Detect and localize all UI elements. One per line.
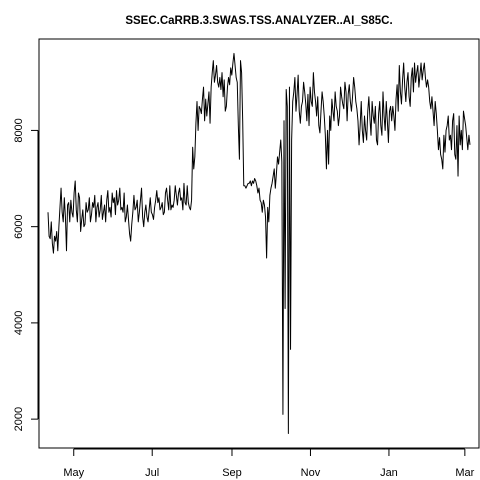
series-line-1 [48,53,470,433]
x-tick-label: Nov [301,467,321,479]
series-layer [48,53,470,433]
x-axis: May Jul Sep Nov Jan Mar [63,449,474,479]
x-tick-label: Jul [145,467,159,479]
y-tick-label: 2000 [13,407,25,431]
y-tick-label: 4000 [13,311,25,335]
y-tick-label: 8000 [13,118,25,142]
plot-frame [39,39,479,448]
y-axis: 2000 4000 6000 8000 [13,118,38,431]
y-tick-label: 6000 [13,214,25,238]
chart-title: SSEC.CaRRB.3.SWAS.TSS.ANALYZER..AI_S85C. [125,15,392,27]
x-tick-label: Sep [222,467,242,479]
x-tick-label: Jan [380,467,398,479]
x-tick-label: May [63,467,84,479]
x-tick-label: Mar [455,467,474,479]
